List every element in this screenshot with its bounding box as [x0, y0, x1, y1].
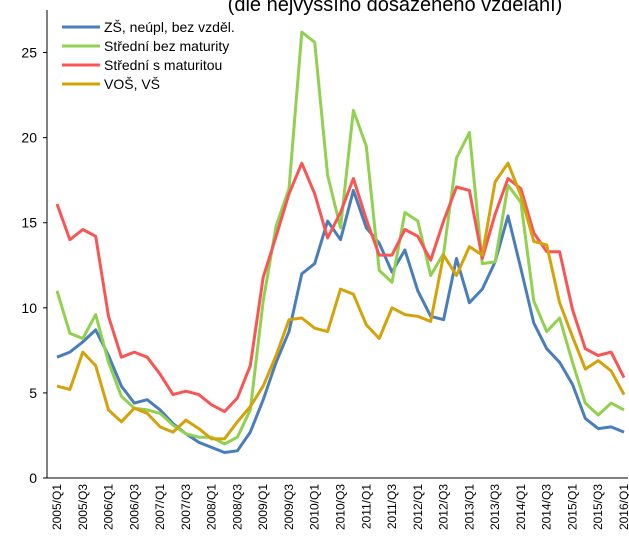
x-tick-label: 2005/Q3 — [76, 484, 90, 530]
x-tick-label: 2009/Q3 — [282, 484, 296, 530]
y-tick-label: 20 — [21, 130, 37, 146]
y-tick-label: 25 — [21, 45, 37, 61]
x-tick-label: 2008/Q1 — [205, 484, 219, 530]
x-tick-label: 2007/Q3 — [179, 484, 193, 530]
y-tick-label: 5 — [29, 385, 37, 401]
x-tick-label: 2010/Q1 — [308, 484, 322, 530]
series-line — [56, 161, 626, 441]
x-tick-label: 2012/Q1 — [411, 484, 425, 530]
x-tick-label: 2010/Q3 — [334, 484, 348, 530]
x-tick-label: 2013/Q1 — [462, 484, 476, 530]
y-tick-label: 0 — [29, 470, 37, 486]
x-tick-label: 2009/Q1 — [256, 484, 270, 530]
legend-label: Střední s maturitou — [104, 57, 222, 73]
x-tick-label: 2015/Q1 — [565, 484, 579, 530]
x-tick-label: 2013/Q3 — [488, 484, 502, 530]
series-line — [55, 161, 626, 414]
x-tick-label: 2006/Q1 — [102, 484, 116, 530]
x-tick-label: 2014/Q3 — [540, 484, 554, 530]
y-tick-label: 15 — [21, 215, 37, 231]
x-tick-label: 2011/Q3 — [385, 484, 399, 529]
legend-label: VOŠ, VŠ — [104, 76, 160, 92]
x-tick-label: 2015/Q3 — [591, 484, 605, 530]
chart-title: (dle nejvyššího dosaženého vzdělání) — [228, 0, 563, 16]
x-tick-label: 2012/Q3 — [437, 484, 451, 530]
x-tick-label: 2005/Q1 — [50, 484, 64, 530]
x-tick-label: 2016/Q1 — [617, 484, 629, 530]
x-tick-label: 2011/Q1 — [359, 484, 373, 529]
x-tick-label: 2006/Q3 — [127, 484, 141, 530]
legend-label: Střední bez maturity — [104, 38, 229, 54]
legend-label: ZŠ, neúpl, bez vzděl. — [104, 19, 235, 35]
x-tick-label: 2008/Q3 — [230, 484, 244, 530]
x-tick-label: 2014/Q1 — [514, 484, 528, 530]
series-line — [55, 30, 625, 446]
x-tick-label: 2007/Q1 — [153, 484, 167, 530]
series-line — [56, 188, 625, 454]
y-tick-label: 10 — [21, 300, 37, 316]
